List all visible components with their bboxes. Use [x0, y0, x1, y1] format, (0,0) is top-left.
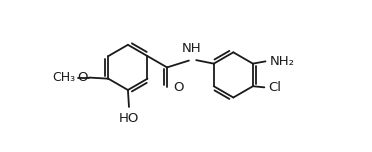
Text: HO: HO — [119, 112, 139, 125]
Text: Cl: Cl — [269, 81, 282, 94]
Text: O: O — [77, 71, 87, 84]
Text: O: O — [173, 81, 183, 94]
Text: CH₃: CH₃ — [52, 71, 76, 84]
Text: NH₂: NH₂ — [270, 55, 295, 68]
Text: NH: NH — [182, 42, 201, 55]
